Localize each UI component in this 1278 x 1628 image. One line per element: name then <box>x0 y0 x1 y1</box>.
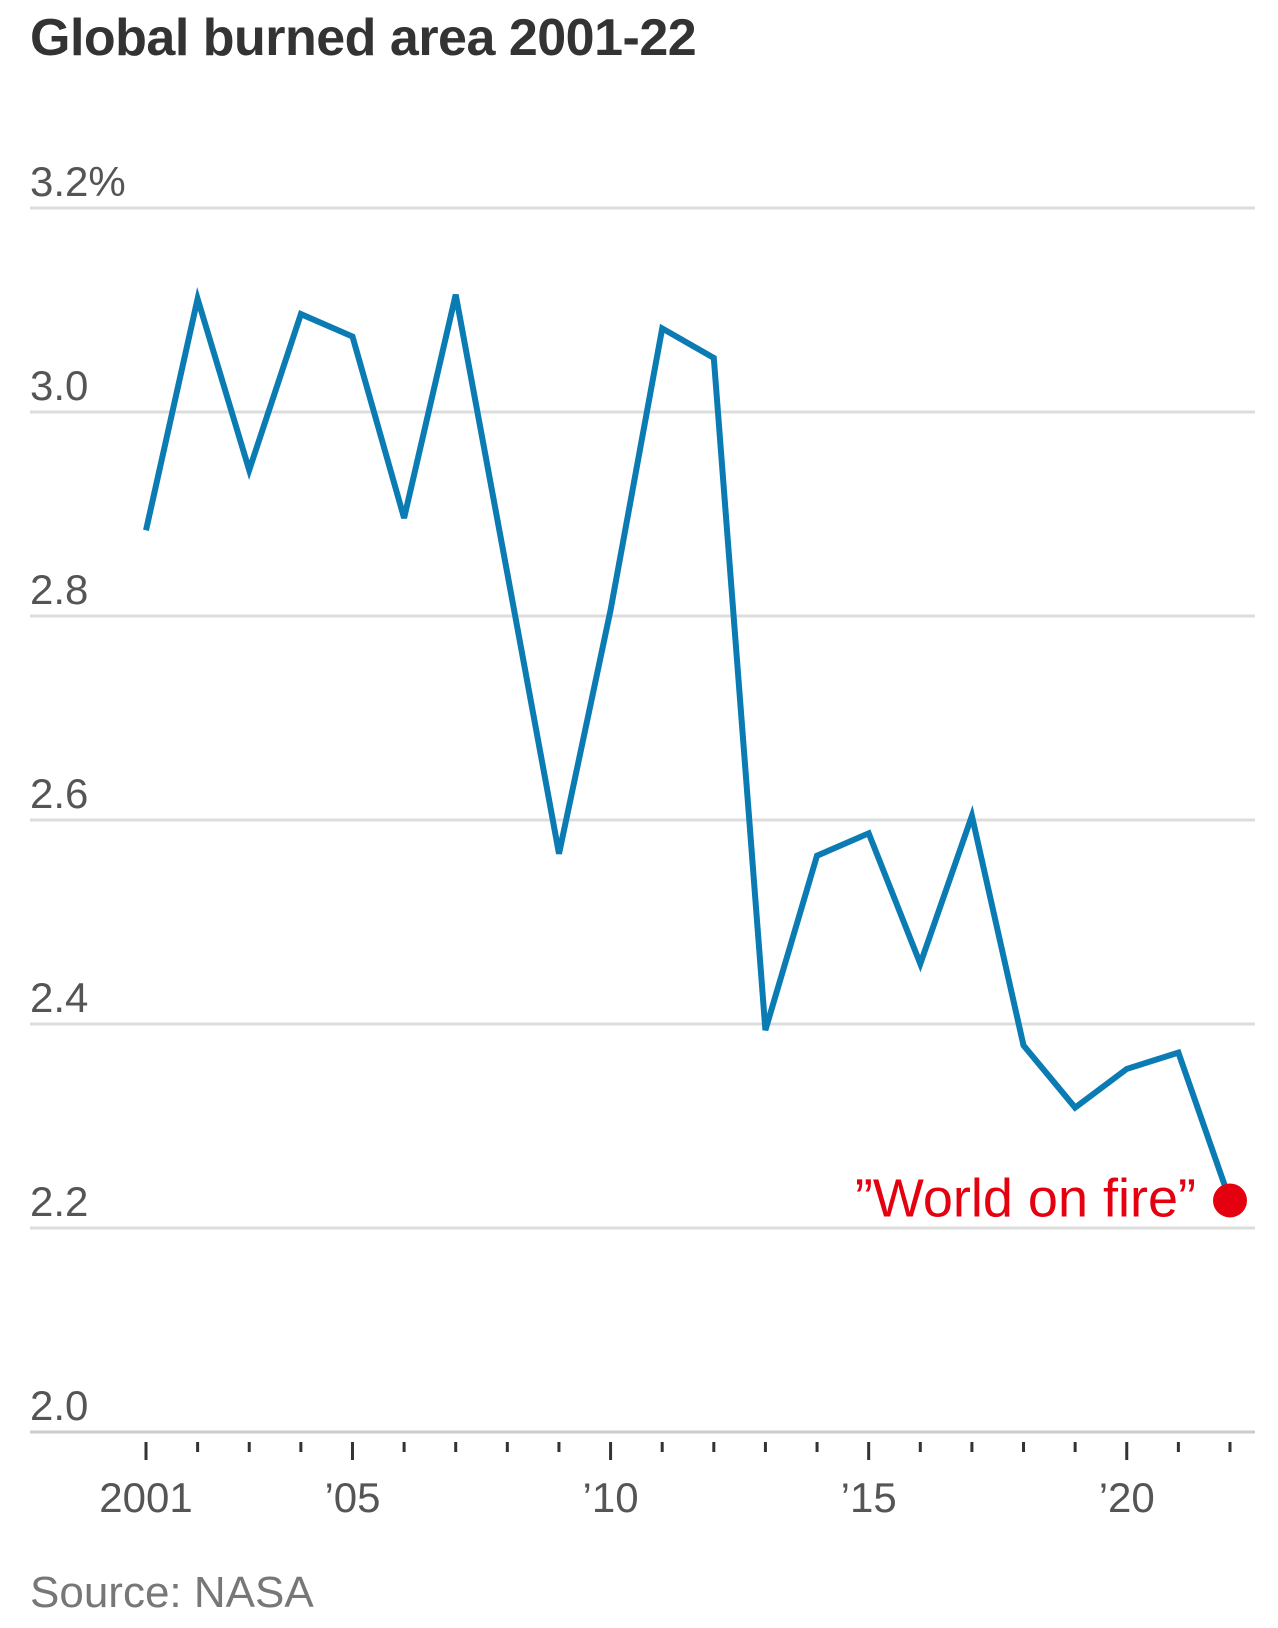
y-tick-label: 2.6 <box>30 770 88 817</box>
highlight-dot <box>1213 1183 1247 1218</box>
y-tick-label: 3.0 <box>30 362 88 409</box>
series-line <box>143 286 1233 1202</box>
y-tick-label: 2.2 <box>30 1178 88 1225</box>
chart-title: Global burned area 2001-22 <box>30 9 697 67</box>
series-group <box>143 286 1233 1202</box>
y-tick-label: 3.2% <box>30 158 126 205</box>
x-tick-label: ’20 <box>1099 1474 1155 1521</box>
x-axis: 2001 ’05 ’10 ’15 ’20 <box>30 1430 1255 1521</box>
y-axis-labels: 3.2% 3.0 2.8 2.6 2.4 2.2 2.0 <box>30 158 126 1429</box>
annotation-label: ”World on fire” <box>855 1168 1196 1228</box>
y-tick-label: 2.0 <box>30 1382 88 1429</box>
y-tick-label: 2.8 <box>30 566 88 613</box>
annotation-group: ”World on fire” <box>855 1168 1247 1228</box>
x-tick-label: ’15 <box>841 1474 897 1521</box>
x-tick-label: ’10 <box>583 1474 639 1521</box>
x-tick-label: ’05 <box>324 1474 380 1521</box>
source-note: Source: NASA <box>30 1568 314 1617</box>
y-tick-label: 2.4 <box>30 974 88 1021</box>
x-tick-label: 2001 <box>99 1474 192 1521</box>
